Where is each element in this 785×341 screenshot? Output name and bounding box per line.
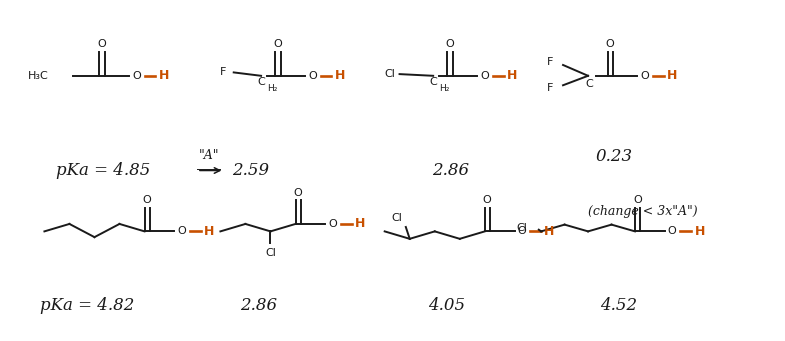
Text: 4.52: 4.52 bbox=[600, 297, 637, 314]
Text: pKa = 4.82: pKa = 4.82 bbox=[41, 297, 135, 314]
Text: 0.23: 0.23 bbox=[596, 148, 633, 165]
Text: H: H bbox=[334, 69, 345, 82]
Text: O: O bbox=[177, 226, 186, 236]
Text: O: O bbox=[273, 40, 282, 49]
Text: 2.86: 2.86 bbox=[432, 162, 469, 179]
Text: H: H bbox=[159, 69, 169, 82]
Text: C: C bbox=[429, 77, 437, 88]
Text: H: H bbox=[506, 69, 517, 82]
Text: O: O bbox=[668, 226, 677, 236]
Text: F: F bbox=[546, 83, 553, 93]
Text: F: F bbox=[220, 68, 226, 77]
Text: H₃C: H₃C bbox=[27, 71, 49, 81]
Text: O: O bbox=[633, 195, 641, 205]
Text: Cl: Cl bbox=[265, 248, 276, 258]
Text: 2.59: 2.59 bbox=[232, 162, 269, 179]
Text: O: O bbox=[480, 71, 489, 81]
Text: C: C bbox=[585, 78, 593, 89]
Text: O: O bbox=[143, 195, 152, 205]
Text: O: O bbox=[97, 40, 106, 49]
Text: O: O bbox=[132, 71, 141, 81]
Text: H₂: H₂ bbox=[268, 84, 278, 93]
Text: H: H bbox=[204, 225, 214, 238]
Text: 2.86: 2.86 bbox=[240, 297, 277, 314]
Text: O: O bbox=[308, 71, 317, 81]
Text: "A": "A" bbox=[199, 149, 219, 162]
Text: H₂: H₂ bbox=[440, 84, 450, 93]
Text: Cl: Cl bbox=[384, 69, 395, 79]
Text: 4.05: 4.05 bbox=[428, 297, 465, 314]
Text: O: O bbox=[641, 71, 649, 81]
Text: Cl: Cl bbox=[517, 223, 527, 233]
Text: O: O bbox=[328, 219, 337, 229]
Text: Cl: Cl bbox=[391, 212, 402, 223]
Text: (change < 3x"A"): (change < 3x"A") bbox=[588, 205, 698, 218]
Text: H: H bbox=[355, 218, 365, 231]
Text: O: O bbox=[294, 188, 302, 197]
Text: O: O bbox=[483, 195, 491, 205]
Text: F: F bbox=[546, 57, 553, 67]
Text: H: H bbox=[667, 69, 677, 82]
Text: O: O bbox=[445, 40, 454, 49]
Text: H: H bbox=[544, 225, 555, 238]
Text: H: H bbox=[695, 225, 705, 238]
Text: pKa = 4.85: pKa = 4.85 bbox=[57, 162, 151, 179]
Text: C: C bbox=[257, 77, 265, 88]
Text: O: O bbox=[517, 226, 527, 236]
Text: O: O bbox=[605, 40, 615, 49]
